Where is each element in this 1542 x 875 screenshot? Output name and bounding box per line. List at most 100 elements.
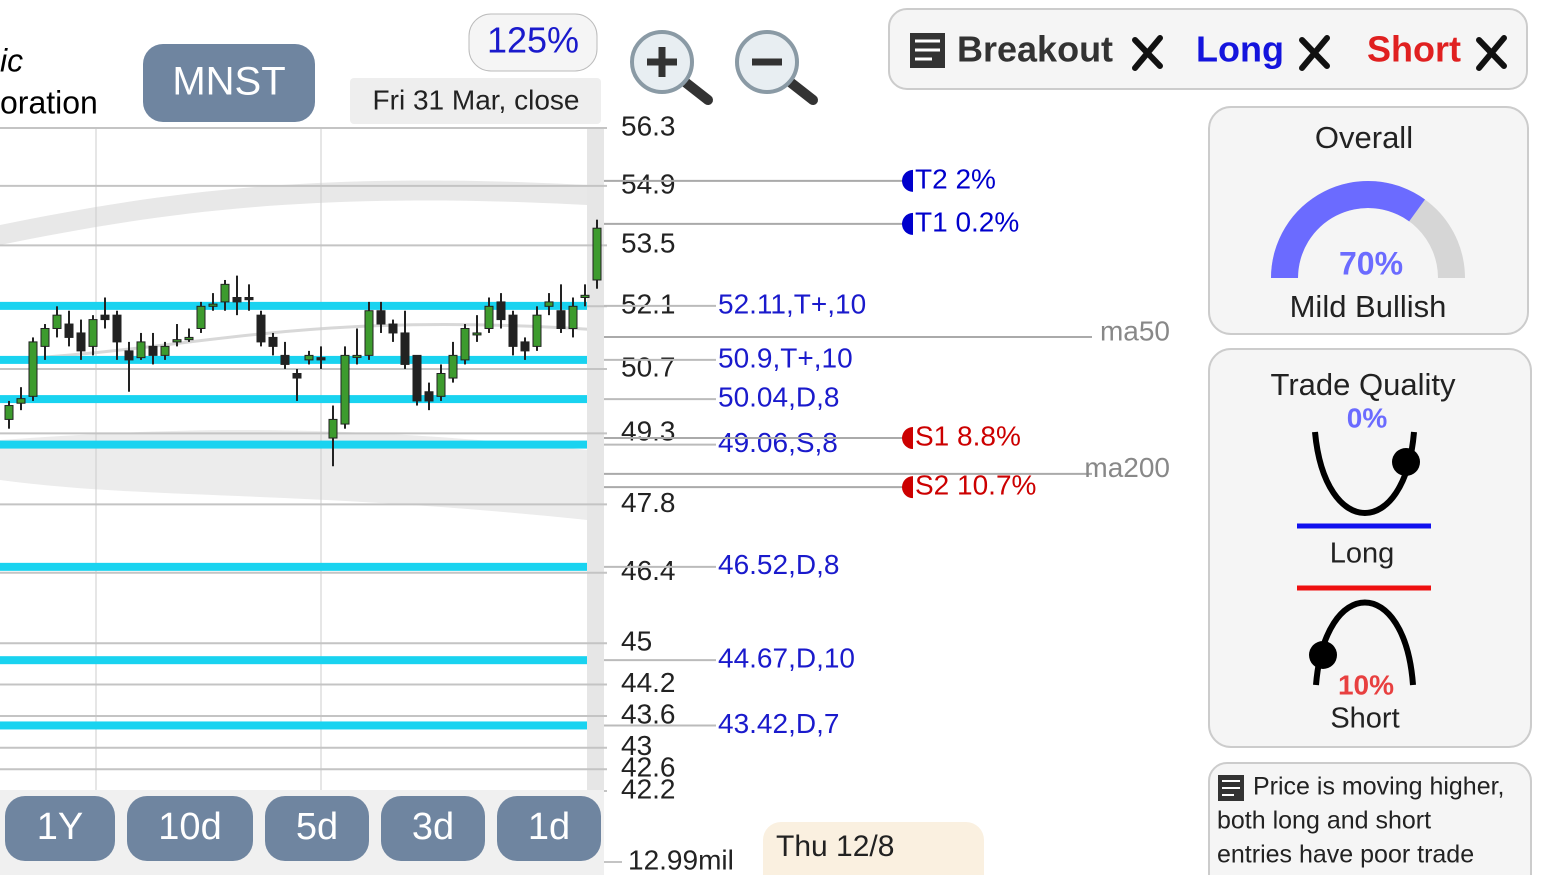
y-tick-label: 42.2 bbox=[621, 773, 676, 804]
candle-body bbox=[484, 305, 494, 329]
ma-label: ma50 bbox=[1100, 315, 1170, 346]
period-button[interactable] bbox=[5, 796, 115, 861]
x-icon[interactable] bbox=[1132, 35, 1163, 71]
candle-body bbox=[88, 319, 98, 347]
candle-body bbox=[148, 345, 158, 356]
period-label[interactable]: 1Y bbox=[37, 806, 83, 848]
level-bar bbox=[0, 721, 587, 730]
level-bar bbox=[0, 656, 587, 665]
candle-body bbox=[592, 227, 602, 281]
y-tick-label: 42.6 bbox=[621, 752, 676, 783]
company-name: ic bbox=[0, 42, 23, 78]
candle-body bbox=[328, 418, 338, 439]
overall-title: Overall bbox=[1315, 120, 1413, 155]
period-button[interactable] bbox=[497, 796, 601, 861]
target-label: S2 10.7% bbox=[915, 470, 1036, 501]
gauge bbox=[1271, 181, 1465, 278]
ticker-button[interactable] bbox=[143, 44, 315, 122]
level-label: 46.52,D,8 bbox=[718, 549, 839, 580]
zoom-in[interactable] bbox=[630, 30, 713, 105]
target-label: T2 2% bbox=[915, 163, 996, 194]
cursor-date-box bbox=[763, 822, 984, 875]
long-quality: 0% bbox=[1347, 402, 1388, 433]
period-label[interactable]: 5d bbox=[296, 806, 338, 848]
y-tick-label: 50.7 bbox=[621, 351, 676, 382]
level-bar bbox=[0, 355, 587, 364]
period-button[interactable] bbox=[127, 796, 253, 861]
period-label[interactable]: 1d bbox=[528, 806, 570, 848]
candle-body bbox=[532, 314, 542, 347]
long-dot bbox=[1392, 448, 1420, 476]
candle-body bbox=[340, 354, 350, 425]
zoom-pill[interactable] bbox=[468, 13, 598, 72]
period-label[interactable]: 3d bbox=[412, 806, 454, 848]
candle-body bbox=[520, 341, 530, 352]
candle-body bbox=[184, 336, 194, 341]
candle-body bbox=[412, 354, 422, 402]
y-tick-label: 45 bbox=[621, 626, 652, 657]
period-button[interactable] bbox=[265, 796, 369, 861]
ticker[interactable]: MNST bbox=[172, 60, 285, 104]
y-tick-label: 52.1 bbox=[621, 289, 676, 320]
overall-value: 70% bbox=[1339, 245, 1403, 281]
volume-tick-label: 12.99mil bbox=[628, 844, 734, 875]
note-icon bbox=[1218, 775, 1244, 801]
candle-body bbox=[400, 332, 410, 365]
zoom-level[interactable]: 125% bbox=[487, 20, 579, 61]
candle-body bbox=[136, 341, 146, 359]
short-dot bbox=[1309, 641, 1337, 669]
candle-body bbox=[100, 314, 110, 321]
candle-body bbox=[28, 341, 38, 397]
candle-body bbox=[544, 301, 554, 307]
candle-body bbox=[304, 354, 314, 361]
candle-body bbox=[208, 303, 218, 307]
toolbar bbox=[888, 8, 1528, 90]
note-line: both long and short bbox=[1217, 807, 1431, 835]
breakout-toggle[interactable]: Breakout bbox=[957, 29, 1113, 70]
target-label: T1 0.2% bbox=[915, 206, 1019, 237]
menu-icon[interactable] bbox=[910, 33, 945, 68]
candle-body bbox=[220, 283, 230, 303]
y-tick-label: 43 bbox=[621, 730, 652, 761]
target-label: S1 8.8% bbox=[915, 420, 1021, 451]
long-toggle[interactable]: Long bbox=[1196, 29, 1284, 70]
period-label[interactable]: 10d bbox=[158, 806, 221, 848]
y-tick-label: 53.5 bbox=[621, 228, 676, 259]
level-label: 49.06,S,8 bbox=[718, 427, 838, 458]
x-icon[interactable] bbox=[1299, 35, 1330, 71]
candle-body bbox=[376, 310, 386, 325]
long-label: Long bbox=[1330, 538, 1395, 570]
candle-body bbox=[448, 354, 458, 379]
short-toggle[interactable]: Short bbox=[1367, 29, 1461, 70]
quality-title: Trade Quality bbox=[1271, 367, 1456, 402]
short-label: Short bbox=[1330, 703, 1399, 735]
candle-body bbox=[496, 301, 506, 321]
level-bar bbox=[0, 562, 587, 571]
candle-body bbox=[580, 294, 590, 298]
cursor-date: Thu 12/8 bbox=[776, 830, 894, 863]
date-box bbox=[350, 78, 601, 124]
candle-body bbox=[76, 332, 86, 352]
candle-body bbox=[268, 336, 278, 347]
candle-body bbox=[196, 305, 206, 329]
target-marker bbox=[902, 476, 913, 499]
candle-body bbox=[244, 296, 254, 301]
level-label: 44.67,D,10 bbox=[718, 643, 855, 674]
x-icon[interactable] bbox=[1476, 35, 1507, 71]
y-tick-label: 56.3 bbox=[621, 110, 676, 141]
y-tick-label: 47.8 bbox=[621, 487, 676, 518]
level-bar bbox=[0, 301, 587, 310]
gauge-value bbox=[1271, 181, 1426, 278]
target-marker bbox=[902, 427, 913, 450]
period-button[interactable] bbox=[381, 796, 485, 861]
candle-body bbox=[508, 314, 518, 347]
y-tick-label: 46.4 bbox=[621, 555, 676, 586]
zoom-out[interactable] bbox=[735, 30, 818, 105]
candle-body bbox=[160, 345, 170, 356]
level-label: 50.04,D,8 bbox=[718, 381, 839, 412]
candle-body bbox=[52, 314, 62, 329]
candle-body bbox=[472, 332, 482, 336]
candle-body bbox=[568, 305, 578, 329]
